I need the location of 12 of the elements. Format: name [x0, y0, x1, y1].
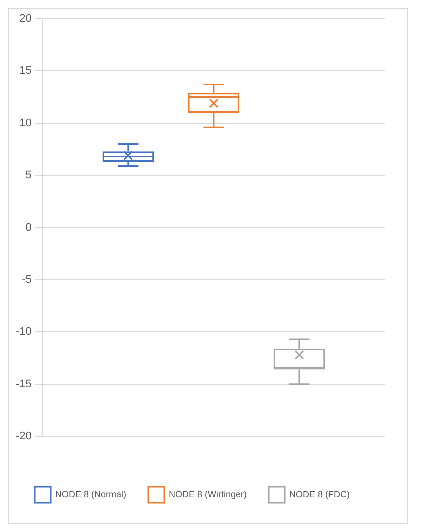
y-tick-label: -5	[22, 274, 32, 286]
y-tick-label: 15	[20, 65, 32, 78]
legend-label: NODE 8 (FDC)	[290, 489, 350, 500]
y-tick-label: 20	[20, 13, 32, 26]
y-tick-label: -15	[16, 378, 32, 390]
legend-label: NODE 8 (Normal)	[56, 489, 127, 500]
y-tick-label: -10	[16, 326, 32, 338]
y-tick-label: 5	[26, 170, 32, 182]
y-tick-label: 0	[26, 222, 32, 234]
y-tick-label: 10	[20, 117, 32, 130]
legend-label: NODE 8 (Wirtinger)	[169, 489, 248, 500]
y-tick-label: -20	[16, 430, 32, 443]
